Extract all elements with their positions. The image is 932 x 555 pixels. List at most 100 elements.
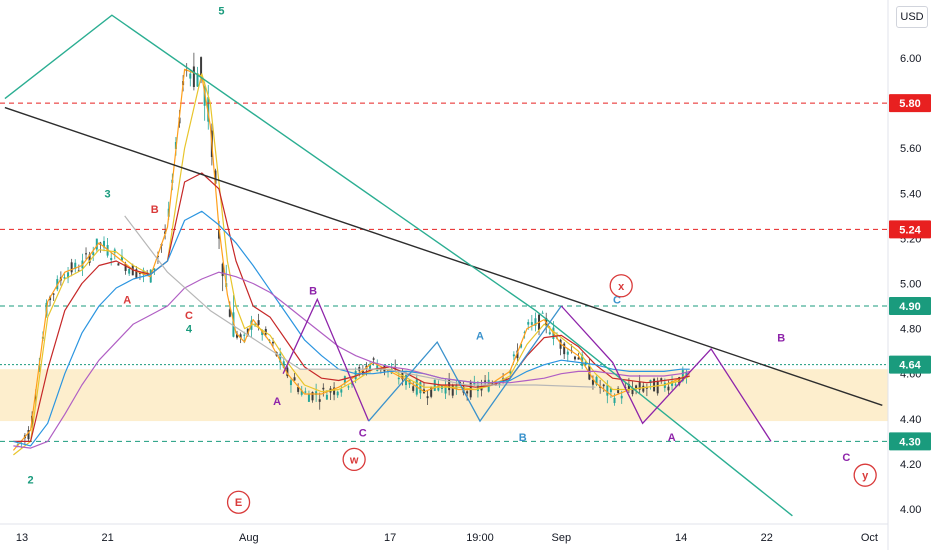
candle-body xyxy=(491,383,494,385)
candle-body xyxy=(602,384,605,387)
candle-body xyxy=(635,385,638,389)
candle-body xyxy=(282,361,285,368)
wave-label: A xyxy=(476,330,484,342)
wave-label: 4 xyxy=(186,324,193,336)
candle-body xyxy=(286,367,289,377)
candle-body xyxy=(649,379,652,384)
x-tick-label: 22 xyxy=(761,532,773,544)
candle-body xyxy=(307,394,310,402)
candle-body xyxy=(207,97,210,122)
candle-body xyxy=(117,263,120,266)
wave-label: C xyxy=(185,310,193,322)
candle-body xyxy=(128,269,131,274)
price-tag-label: 4.90 xyxy=(899,301,920,313)
candle-body xyxy=(196,73,199,87)
x-tick-label: Aug xyxy=(239,532,259,544)
wave-label: A xyxy=(273,396,281,408)
candle-body xyxy=(246,328,249,335)
candle-body xyxy=(595,376,598,385)
candle-body xyxy=(264,328,267,335)
price-tag-label: 5.24 xyxy=(899,224,921,236)
candle-body xyxy=(189,73,192,79)
candle-body xyxy=(293,377,296,381)
support-zone xyxy=(0,369,888,422)
candle-body xyxy=(516,350,519,359)
candle-body xyxy=(419,382,422,394)
candle-body xyxy=(631,388,634,395)
candle-body xyxy=(620,395,623,399)
candle-body xyxy=(498,383,501,385)
y-tick-label: 4.20 xyxy=(900,459,921,471)
x-tick-label: 17 xyxy=(384,532,396,544)
candle-body xyxy=(548,332,551,335)
x-tick-label: Sep xyxy=(551,532,571,544)
candle-body xyxy=(563,343,566,355)
wave-label: A xyxy=(123,294,131,306)
candle-body xyxy=(617,388,620,393)
currency-label[interactable]: USD xyxy=(896,6,928,28)
candle-body xyxy=(412,386,415,391)
candle-body xyxy=(103,240,106,248)
trendline[interactable] xyxy=(4,106,883,406)
candle-body xyxy=(577,357,580,360)
y-tick-label: 5.60 xyxy=(900,143,921,155)
wave-label: 3 xyxy=(105,188,111,200)
price-tag xyxy=(889,432,931,451)
candle-body xyxy=(660,378,663,382)
series-line[interactable] xyxy=(13,271,690,449)
wave-label: B xyxy=(151,204,159,216)
x-tick-label: 21 xyxy=(101,532,113,544)
candle-body xyxy=(257,320,260,325)
candle-body xyxy=(534,318,537,326)
candle-body xyxy=(520,343,523,348)
candle-body xyxy=(613,397,616,404)
candle-body xyxy=(200,57,203,76)
candle-body xyxy=(88,254,91,263)
wave-path[interactable] xyxy=(282,297,370,422)
wave-label: E xyxy=(235,497,242,509)
series-line[interactable] xyxy=(13,210,690,447)
price-tag-label: 5.80 xyxy=(899,98,920,110)
candle-body xyxy=(74,262,77,270)
candle-body xyxy=(681,370,684,381)
candle-body xyxy=(92,252,95,256)
candle-body xyxy=(653,378,656,392)
series-line[interactable] xyxy=(13,73,690,456)
candle-body xyxy=(642,385,645,392)
candle-body xyxy=(397,377,400,380)
price-scale[interactable]: 4.004.204.404.604.805.005.205.405.605.80… xyxy=(889,53,931,516)
candle-body xyxy=(656,381,659,394)
candle-body xyxy=(70,262,73,273)
candle-body xyxy=(458,382,461,384)
series-line[interactable] xyxy=(124,215,596,388)
candle-body xyxy=(451,384,454,396)
candle-body xyxy=(271,342,274,344)
wave-path[interactable] xyxy=(368,305,562,423)
candle-body xyxy=(444,385,447,394)
candle-body xyxy=(315,391,318,396)
plot-area[interactable]: 5 3 B A C 4 2 B A C A B C A B Cx w y E xyxy=(0,6,888,517)
candle-body xyxy=(192,66,195,87)
trendline[interactable] xyxy=(4,14,793,517)
candle-body xyxy=(566,351,569,355)
candle-body xyxy=(279,353,282,363)
time-scale[interactable]: 13 21 Aug 17 19:00 Sep 14 22 Oct xyxy=(16,532,878,544)
wave-path[interactable] xyxy=(560,305,772,442)
x-tick-label: 19:00 xyxy=(466,532,494,544)
candle-body xyxy=(120,255,123,261)
price-tag xyxy=(889,94,931,113)
candle-body xyxy=(523,332,526,334)
candle-body xyxy=(638,381,641,390)
candle-body xyxy=(221,263,224,277)
wave-label: B xyxy=(309,285,317,297)
wave-label: C xyxy=(842,452,850,464)
price-tag-label: 4.64 xyxy=(899,360,921,372)
candle-body xyxy=(347,386,350,388)
candle-body xyxy=(336,391,339,396)
series-line[interactable] xyxy=(13,172,690,442)
wave-label: x xyxy=(618,281,625,293)
candle-body xyxy=(300,390,303,395)
wave-label: A xyxy=(668,432,676,444)
